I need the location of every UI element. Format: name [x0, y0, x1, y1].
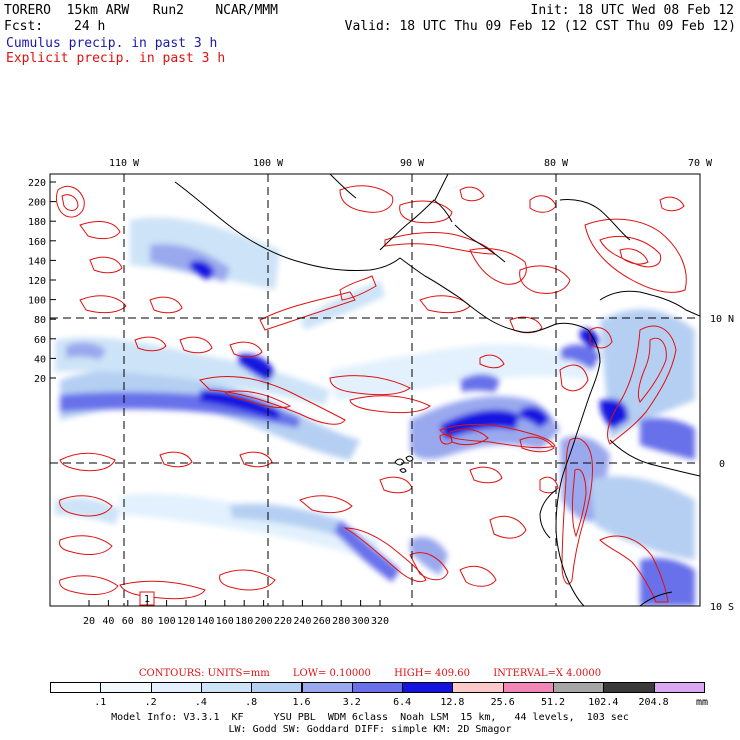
x-tick-label: 320: [371, 616, 389, 627]
cumulus-precip-shading: [55, 217, 695, 606]
scale-label: 25.6: [490, 697, 515, 708]
x-tick-label: 120: [177, 616, 195, 627]
forecast-label: Fcst:: [4, 19, 44, 34]
coastlines: [174, 174, 700, 606]
scale-label: 102.4: [588, 697, 619, 708]
contour-interval: INTERVAL=X 4.0000: [493, 668, 602, 679]
x-tick-label: 260: [313, 616, 331, 627]
x-tick-label: 300: [352, 616, 370, 627]
latitude-label: 10 N: [710, 314, 734, 325]
y-tick-label: 60: [34, 335, 46, 346]
x-tick-label: 40: [102, 616, 114, 627]
y-tick-label: 100: [28, 296, 46, 307]
x-tick-label: 240: [293, 616, 311, 627]
longitude-label: 110 W: [109, 158, 140, 169]
x-tick-label: 180: [235, 616, 253, 627]
scale-label: .1: [94, 697, 107, 708]
longitude-label: 80 W: [544, 158, 569, 169]
contour-info: CONTOURS: UNITS=mm LOW= 0.10000 HIGH= 40…: [0, 668, 740, 679]
init-time: Init: 18 UTC Wed 08 Feb 12: [530, 3, 735, 18]
y-tick-label: 220: [28, 178, 46, 189]
y-tick-label: 200: [28, 198, 46, 209]
scale-color-box: [603, 682, 655, 693]
contour-high: HIGH= 409.60: [394, 668, 471, 679]
scale-label: 204.8: [638, 697, 669, 708]
scale-label: .4: [194, 697, 207, 708]
map-box-marker: 1: [139, 591, 155, 606]
x-tick-label: 160: [216, 616, 234, 627]
y-tick-label: 40: [34, 354, 46, 365]
y-tick-label: 140: [28, 256, 46, 267]
scale-label: 3.2: [342, 697, 361, 708]
map-box-label: 1: [144, 594, 150, 605]
latitude-labels: 10 N 0 10 S: [710, 314, 734, 613]
y-tick-label: 160: [28, 237, 46, 248]
model-info-line2: LW: Godd SW: Goddard DIFF: simple KM: 2D…: [228, 724, 512, 735]
contour-units: CONTOURS: UNITS=mm: [138, 668, 270, 679]
graticule: [50, 174, 700, 606]
scale-color-box: [200, 682, 253, 693]
scale-color-box: [251, 682, 303, 693]
scale-unit: mm: [695, 697, 709, 708]
scale-label: .2: [144, 697, 157, 708]
scale-color-box: [452, 682, 504, 693]
islands: [394, 455, 414, 473]
valid-time: Valid: 18 UTC Thu 09 Feb 12 (12 CST Thu …: [344, 19, 736, 34]
scale-color-box: [301, 682, 353, 693]
x-tick-label: 140: [196, 616, 214, 627]
scale-label: 6.4: [393, 697, 412, 708]
scale-label: 12.8: [440, 697, 465, 708]
x-tick-label: 20: [83, 616, 95, 627]
scale-color-box: [553, 682, 605, 693]
y-tick-label: 120: [28, 276, 46, 287]
scale-color-box: [402, 682, 454, 693]
contour-low: LOW= 0.10000: [292, 668, 371, 679]
x-tick-label: 220: [274, 616, 292, 627]
scale-label: 1.6: [292, 697, 311, 708]
map-content: [50, 174, 700, 606]
x-tick-label: 80: [141, 616, 153, 627]
longitude-label: 100 W: [253, 158, 284, 169]
latitude-label: 10 S: [710, 602, 734, 613]
x-tick-label: 100: [158, 616, 176, 627]
x-tick-label: 280: [332, 616, 350, 627]
scale-label: .8: [245, 697, 258, 708]
y-axis: 220 200 180 160 140 120 100 80 60 40 20: [28, 178, 56, 385]
map-frame: [49, 173, 701, 607]
scale-color-box: [351, 682, 404, 693]
x-tick-label: 60: [122, 616, 134, 627]
y-tick-label: 180: [28, 217, 46, 228]
explicit-precip-contours-lines: [55, 185, 687, 603]
cumulus-field-label: Cumulus precip. in past 3 h: [6, 36, 218, 51]
forecast-hour: 24 h: [74, 19, 106, 34]
y-tick-label: 80: [34, 315, 46, 326]
y-tick-label: 20: [34, 374, 46, 385]
model-title: TORERO 15km ARW Run2 NCAR/MMM: [4, 3, 278, 18]
latitude-label: 0: [719, 459, 725, 470]
x-axis: 20 40 60 80 100 120 140 160 180 200 220 240 260 280 30…: [83, 600, 389, 627]
scale-color-box: [502, 682, 554, 693]
scale-color-box: [100, 682, 152, 693]
model-info-line1: Model Info: V3.3.1 KF YSU PBL WDM 6class…: [111, 712, 629, 723]
scale-label: 51.2: [540, 697, 566, 708]
longitude-label: 70 W: [688, 158, 713, 169]
scale-color-box: [150, 682, 202, 693]
scale-color-box: [653, 682, 705, 693]
x-tick-label: 200: [255, 616, 273, 627]
scale-color-box: [50, 682, 102, 693]
longitude-label: 90 W: [400, 158, 425, 169]
explicit-field-label: Explicit precip. in past 3 h: [6, 51, 226, 66]
longitude-labels: 110 W 100 W 90 W 80 W 70 W: [109, 158, 713, 169]
